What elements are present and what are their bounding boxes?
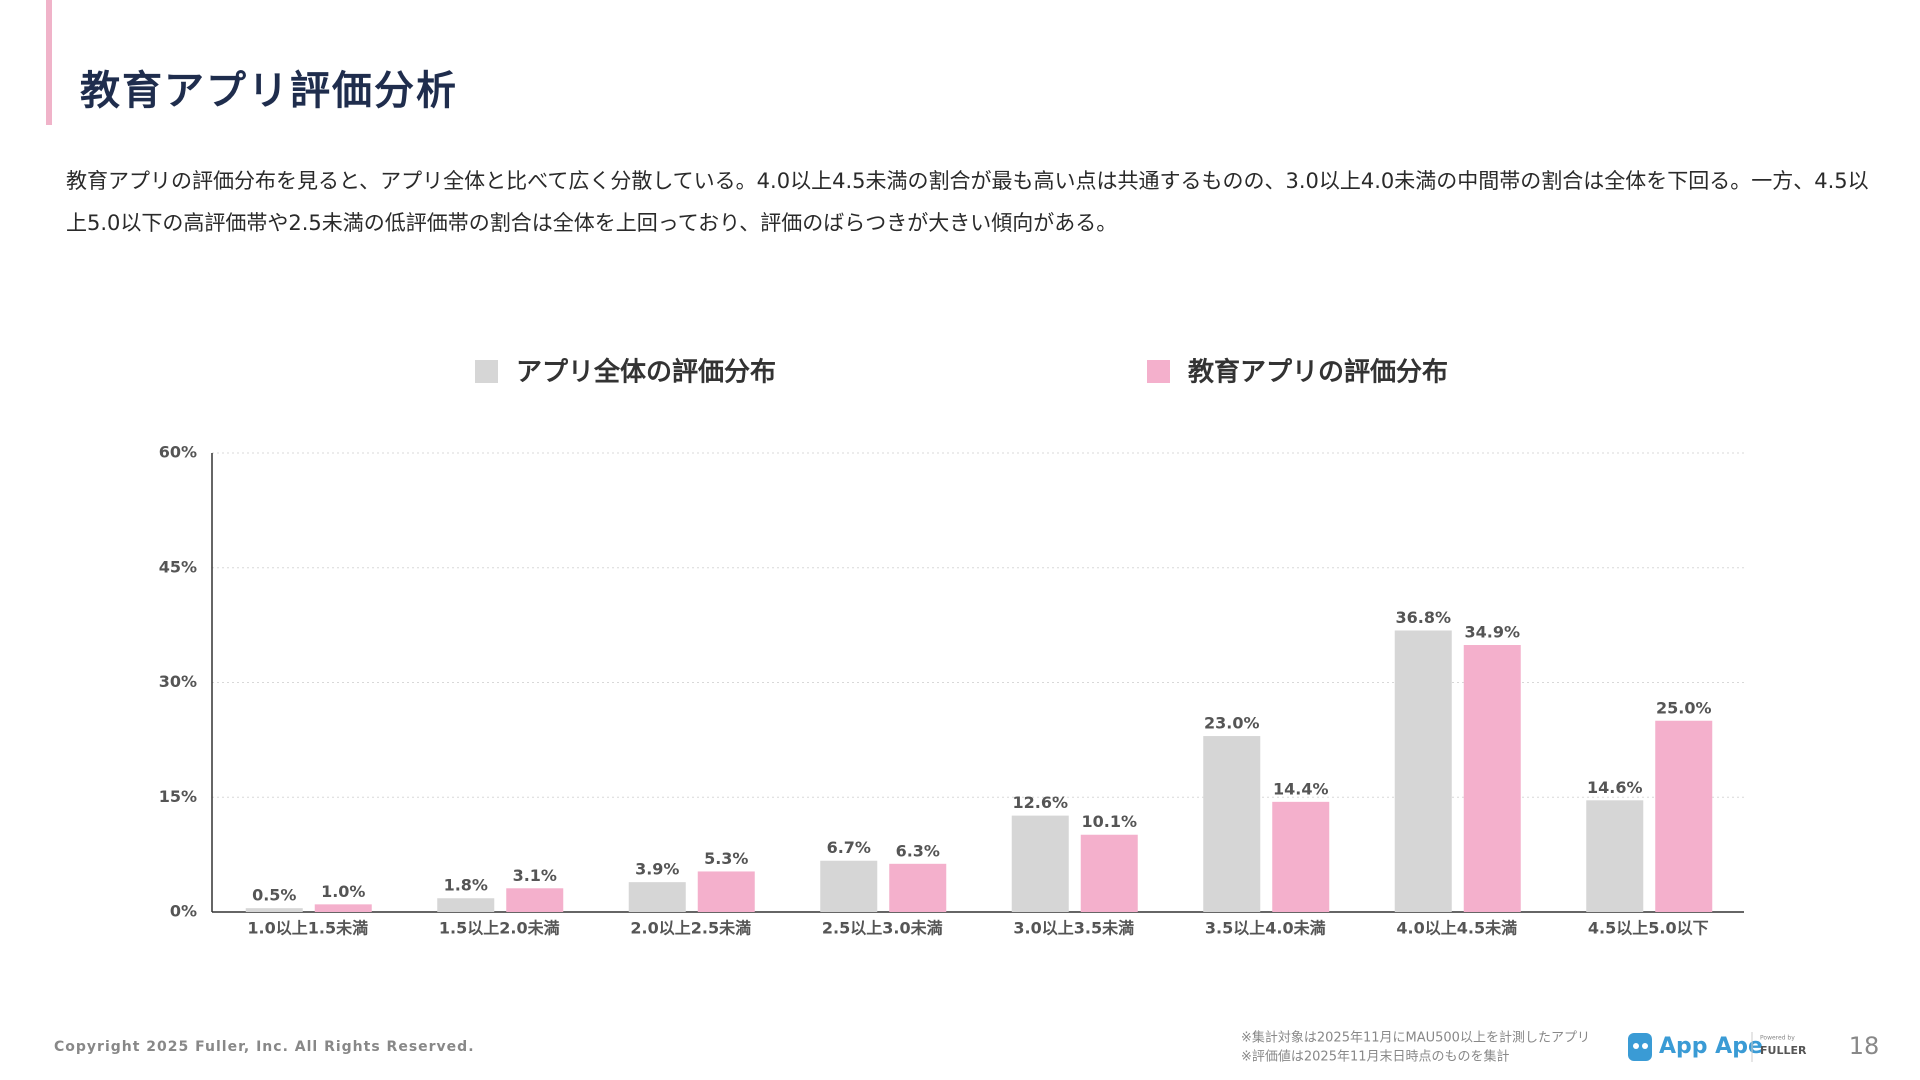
value-label: 25.0% [1656, 698, 1712, 717]
logo-name: App Ape [1659, 1034, 1763, 1059]
legend-label: 教育アプリの評価分布 [1188, 357, 1448, 388]
value-label: 5.3% [704, 849, 748, 868]
x-tick-label: 1.0以上1.5未満 [247, 919, 368, 938]
x-tick-label: 3.0以上3.5未満 [1013, 919, 1134, 938]
note: ※集計対象は2025年11月にMAU500以上を計測したアプリ [1241, 1030, 1590, 1046]
bar [1011, 815, 1069, 912]
value-label: 10.1% [1081, 812, 1137, 831]
slide-title: 教育アプリ評価分析 [80, 68, 458, 114]
value-label: 34.9% [1464, 623, 1520, 642]
bar [245, 908, 303, 912]
y-tick-label: 0% [170, 902, 197, 921]
value-label: 3.9% [635, 860, 679, 879]
y-tick-label: 45% [159, 557, 197, 576]
bar [628, 882, 686, 912]
value-label: 1.0% [321, 882, 365, 901]
legend-swatch [475, 360, 498, 383]
value-label: 0.5% [252, 886, 296, 905]
x-tick-label: 2.5以上3.0未満 [822, 919, 943, 938]
legend-swatch [1147, 360, 1170, 383]
bar [1203, 736, 1261, 912]
x-tick-label: 4.5以上5.0以下 [1588, 919, 1709, 938]
x-tick-label: 3.5以上4.0未満 [1205, 919, 1326, 938]
bar [506, 888, 564, 912]
logo-eye [1633, 1043, 1639, 1049]
bar [314, 904, 372, 912]
bar [1463, 645, 1521, 912]
x-tick-label: 2.0以上2.5未満 [630, 919, 751, 938]
value-label: 3.1% [513, 866, 557, 885]
note: ※評価値は2025年11月末日時点のものを集計 [1241, 1049, 1510, 1065]
bar [697, 871, 755, 912]
bar [1655, 720, 1713, 912]
bar [1586, 800, 1644, 912]
y-tick-label: 15% [159, 787, 197, 806]
bar [1272, 801, 1330, 912]
logo-company: FULLER [1760, 1044, 1807, 1057]
description: 教育アプリの評価分布を見ると、アプリ全体と比べて広く分散している。4.0以上4.… [66, 169, 1869, 235]
value-label: 1.8% [444, 876, 488, 895]
bar [1080, 834, 1138, 912]
logo-eye [1642, 1043, 1648, 1049]
value-label: 14.6% [1587, 778, 1643, 797]
accent-bar [46, 0, 52, 125]
value-label: 12.6% [1012, 793, 1068, 812]
value-label: 14.4% [1273, 779, 1329, 798]
bar [1394, 630, 1452, 912]
value-label: 23.0% [1204, 714, 1260, 733]
bar [437, 898, 495, 912]
logo-icon [1628, 1033, 1652, 1061]
x-tick-label: 4.0以上4.5未満 [1396, 919, 1517, 938]
value-label: 36.8% [1395, 608, 1451, 627]
copyright: Copyright 2025 Fuller, Inc. All Rights R… [54, 1039, 475, 1055]
y-tick-label: 60% [159, 443, 197, 462]
value-label: 6.7% [827, 838, 871, 857]
x-tick-label: 1.5以上2.0未満 [439, 919, 560, 938]
logo-powered: Powered by [1760, 1035, 1795, 1042]
value-label: 6.3% [896, 841, 940, 860]
bar [889, 863, 947, 912]
bar [820, 860, 878, 912]
y-tick-label: 30% [159, 672, 197, 691]
legend-label: アプリ全体の評価分布 [516, 357, 776, 388]
page-number: 18 [1849, 1032, 1880, 1060]
